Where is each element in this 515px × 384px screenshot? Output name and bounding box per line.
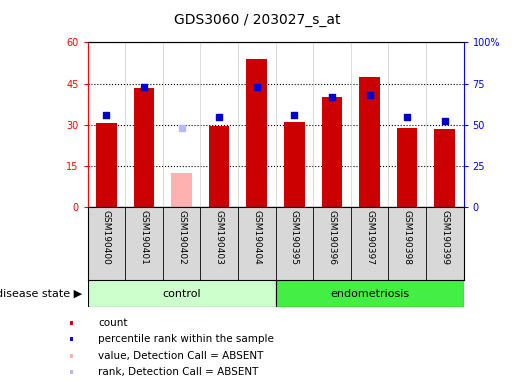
Text: endometriosis: endometriosis xyxy=(330,289,409,299)
Text: count: count xyxy=(98,318,127,328)
Text: GDS3060 / 203027_s_at: GDS3060 / 203027_s_at xyxy=(174,13,341,27)
Text: GSM190400: GSM190400 xyxy=(102,210,111,265)
Bar xyxy=(70,354,73,358)
Point xyxy=(441,118,449,124)
Point xyxy=(140,84,148,90)
Bar xyxy=(70,321,73,325)
Text: value, Detection Call = ABSENT: value, Detection Call = ABSENT xyxy=(98,351,263,361)
Bar xyxy=(359,77,380,207)
Bar xyxy=(321,97,342,207)
Point xyxy=(365,92,373,98)
Text: GSM190398: GSM190398 xyxy=(403,210,411,265)
Text: GSM190397: GSM190397 xyxy=(365,210,374,265)
Point xyxy=(215,114,224,120)
Bar xyxy=(284,122,305,207)
Text: disease state ▶: disease state ▶ xyxy=(0,289,82,299)
Point xyxy=(102,112,111,118)
FancyBboxPatch shape xyxy=(88,280,276,307)
Text: GSM190403: GSM190403 xyxy=(215,210,224,265)
Bar xyxy=(133,88,154,207)
Bar xyxy=(209,126,230,207)
Bar xyxy=(171,173,192,207)
Bar xyxy=(70,338,73,341)
Bar xyxy=(397,127,418,207)
Text: percentile rank within the sample: percentile rank within the sample xyxy=(98,334,274,344)
Text: rank, Detection Call = ABSENT: rank, Detection Call = ABSENT xyxy=(98,367,259,377)
Text: GSM190402: GSM190402 xyxy=(177,210,186,265)
Bar xyxy=(96,123,117,207)
Bar xyxy=(70,370,73,374)
Point xyxy=(252,84,261,90)
Text: GSM190404: GSM190404 xyxy=(252,210,261,265)
Point xyxy=(177,125,186,131)
Point xyxy=(403,114,411,120)
Point xyxy=(328,94,336,100)
Text: GSM190401: GSM190401 xyxy=(140,210,148,265)
Text: control: control xyxy=(162,289,201,299)
Text: GSM190395: GSM190395 xyxy=(290,210,299,265)
Text: GSM190399: GSM190399 xyxy=(440,210,449,265)
Point xyxy=(290,112,299,118)
Bar xyxy=(434,129,455,207)
FancyBboxPatch shape xyxy=(276,280,464,307)
Text: GSM190396: GSM190396 xyxy=(328,210,336,265)
Bar xyxy=(246,59,267,207)
